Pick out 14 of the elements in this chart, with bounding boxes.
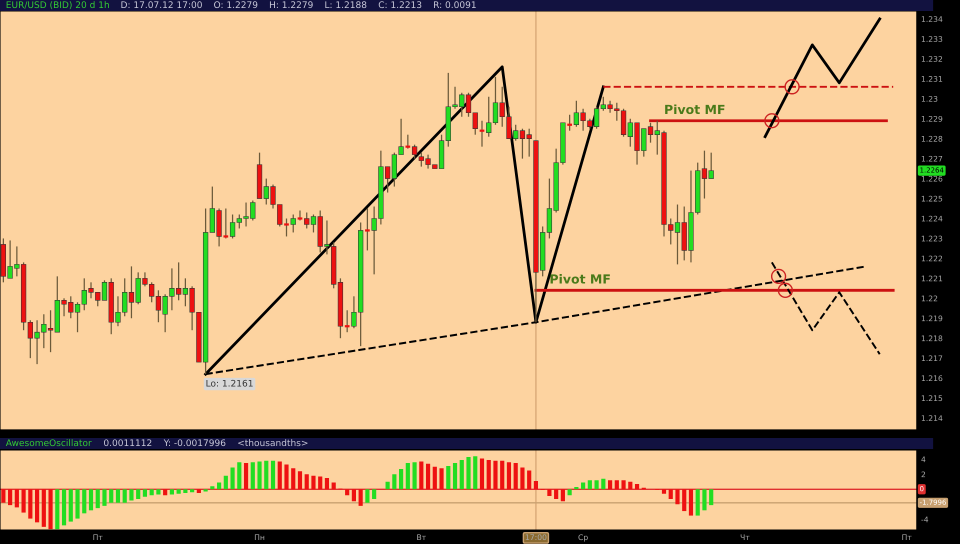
text: L: 1.2188 [325,1,366,8]
text: D: 17.07.12 17:00 [121,1,202,8]
text: 0.0011112 [104,439,152,446]
annotation: Lo: 1.2161 [206,380,253,387]
text: O: 1.2279 [214,1,258,8]
series-label: Pivot MF [550,274,610,284]
chart-title: AwesomeOscillator [6,439,92,446]
series-label: Pivot MF [665,104,724,114]
text: <thousandths> [238,439,308,446]
chart-title: EUR/USD (BID) 20 d 1h [6,1,109,10]
text: R: 0.0091 [434,1,476,8]
text: C: 1.2213 [378,1,422,8]
text: Y: -0.0017996 [164,439,226,446]
text: H: 1.2279 [270,1,313,8]
